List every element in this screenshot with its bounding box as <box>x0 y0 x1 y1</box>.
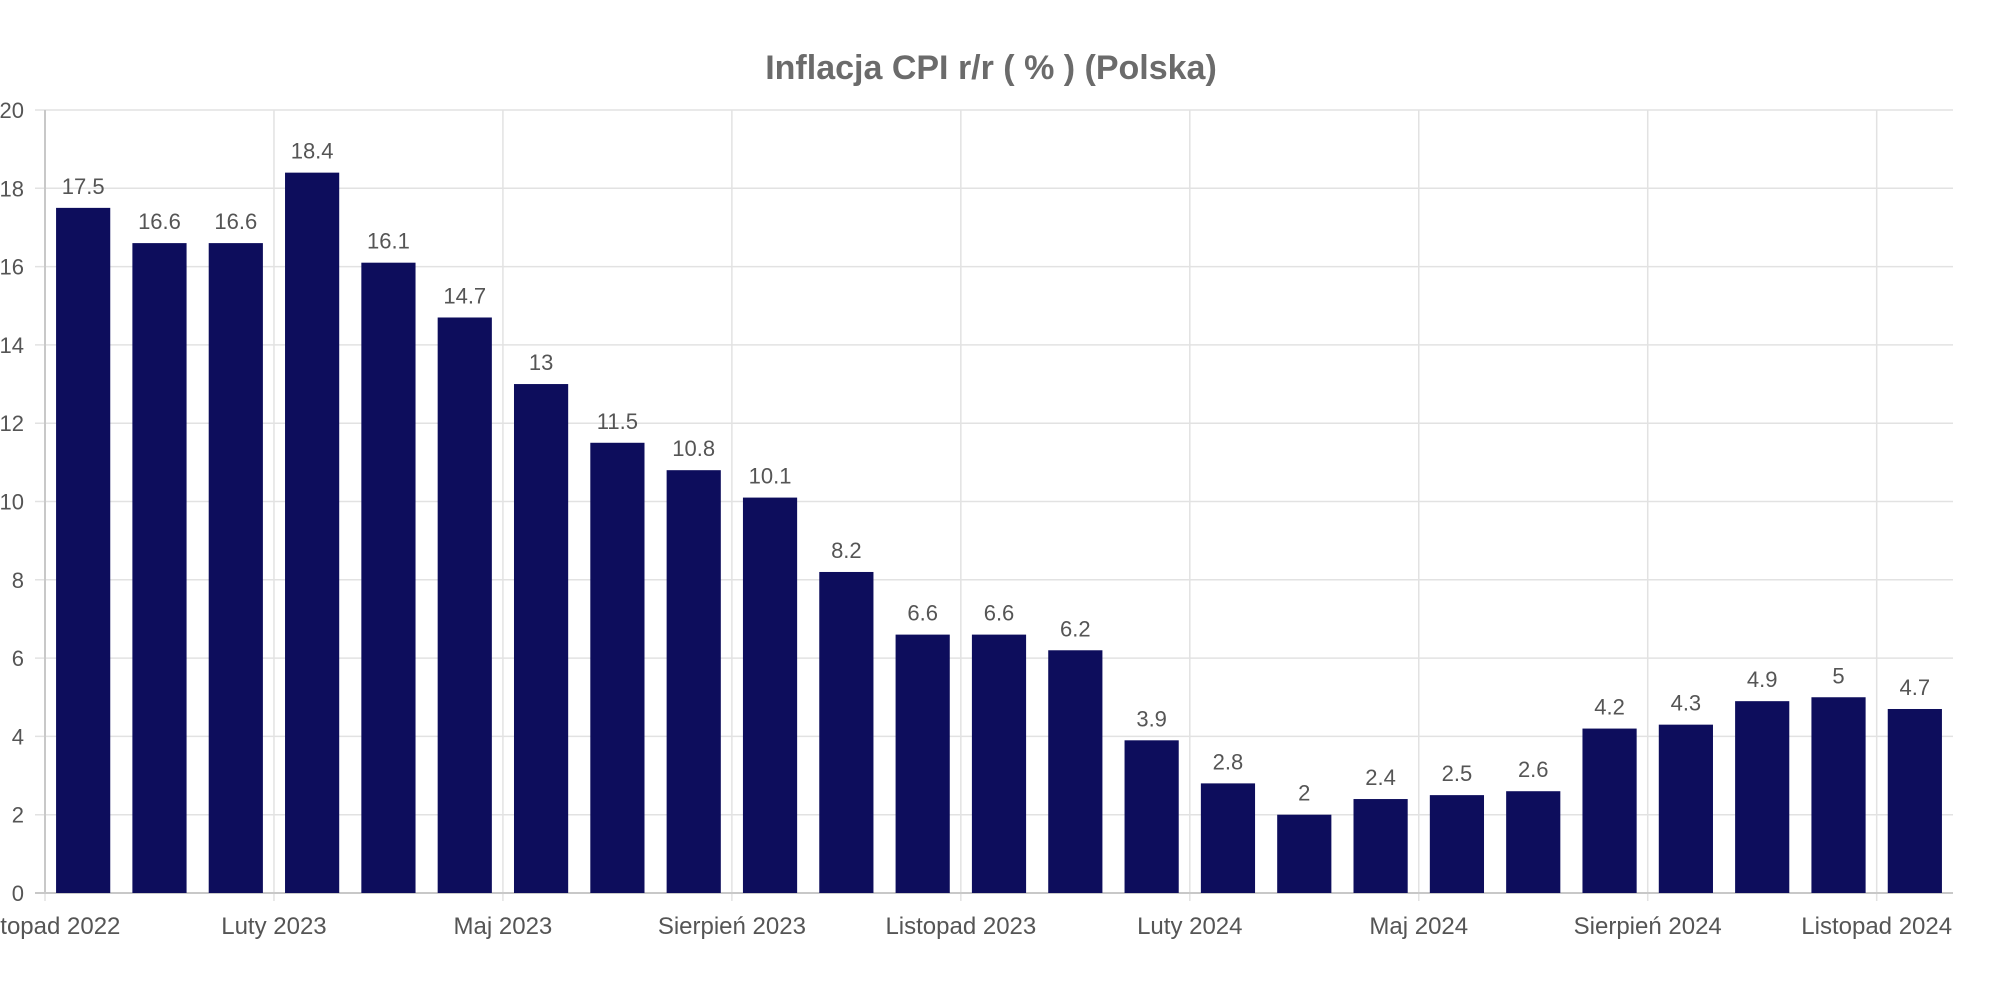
data-label: 10.8 <box>672 436 715 461</box>
y-tick-label: 2 <box>12 803 24 828</box>
data-label: 2.8 <box>1213 749 1244 774</box>
x-tick-label: Maj 2023 <box>454 913 553 940</box>
x-tick-label: Sierpień 2023 <box>658 913 806 940</box>
bar <box>1200 783 1256 893</box>
data-label: 16.6 <box>214 209 257 234</box>
data-labels: 17.5 16.6 16.6 18.4 16.1 14.7 13 11.5 10.8 10.1 8.… <box>62 139 1930 806</box>
bar <box>1277 814 1332 893</box>
bar <box>361 262 416 893</box>
x-tick-label: Luty 2024 <box>1137 913 1242 940</box>
y-tick-label: 16 <box>0 255 24 280</box>
data-label: 16.1 <box>367 229 410 254</box>
bar <box>742 497 798 893</box>
data-label: 2 <box>1298 781 1310 806</box>
y-tick-label: 0 <box>12 881 24 906</box>
bar <box>56 207 111 893</box>
data-label: 2.6 <box>1518 757 1549 782</box>
y-tick-label: 10 <box>0 490 24 515</box>
y-tick-label: 14 <box>0 333 24 358</box>
bar <box>1735 701 1790 893</box>
y-tick-label: 18 <box>0 176 24 201</box>
bar <box>1048 650 1103 893</box>
bar <box>437 317 492 893</box>
data-label: 17.5 <box>62 174 105 199</box>
bars <box>56 172 1942 894</box>
data-label: 16.6 <box>138 209 181 234</box>
data-label: 11.5 <box>597 409 638 434</box>
y-tick-label: 8 <box>12 568 24 593</box>
data-label: 18.4 <box>291 139 334 164</box>
data-label: 4.9 <box>1747 667 1778 692</box>
bar <box>1887 708 1942 893</box>
bar <box>895 634 950 893</box>
data-label: 4.7 <box>1900 675 1931 700</box>
bar <box>1582 728 1637 893</box>
bar <box>666 470 721 893</box>
data-label: 4.2 <box>1594 695 1625 720</box>
bar <box>819 571 874 893</box>
data-label: 14.7 <box>443 283 486 308</box>
data-label: 8.2 <box>831 538 862 563</box>
chart-title: Inflacja CPI r/r ( % ) (Polska) <box>765 49 1217 87</box>
bar <box>513 384 569 893</box>
x-tick-label: Maj 2024 <box>1369 913 1468 940</box>
bar <box>1506 791 1561 893</box>
bar <box>590 442 645 893</box>
bar <box>1658 724 1713 893</box>
data-label: 10.1 <box>749 464 792 489</box>
data-label: 6.6 <box>984 601 1015 626</box>
y-tick-label: 20 <box>0 98 24 123</box>
axes: 0 2 4 6 8 10 12 14 16 18 20 Listopad 2022 Luty 2023 M… <box>0 98 1953 940</box>
bar <box>1811 697 1866 893</box>
x-tick-label: Listopad 2024 <box>1801 913 1952 940</box>
bar <box>1353 799 1408 893</box>
y-tick-label: 6 <box>12 646 24 671</box>
data-label: 2.4 <box>1365 765 1396 790</box>
y-tick-label: 4 <box>12 724 24 749</box>
bar <box>1429 795 1485 893</box>
data-label: 5 <box>1832 663 1844 688</box>
x-tick-label: Listopad 2023 <box>885 913 1036 940</box>
x-tick-label: Sierpień 2024 <box>1574 913 1722 940</box>
data-label: 2.5 <box>1442 761 1473 786</box>
x-tick-label: Listopad 2022 <box>0 913 120 940</box>
data-label: 3.9 <box>1136 706 1167 731</box>
y-tick-label: 12 <box>0 411 24 436</box>
data-label: 13 <box>529 350 553 375</box>
x-tick-label: Luty 2023 <box>221 913 326 940</box>
bar <box>208 243 263 894</box>
bar <box>132 243 187 894</box>
data-label: 6.2 <box>1060 616 1091 641</box>
bar <box>971 634 1027 893</box>
bar <box>285 172 340 893</box>
data-label: 4.3 <box>1671 691 1702 716</box>
data-label: 6.6 <box>907 601 938 626</box>
bar <box>1124 740 1179 893</box>
